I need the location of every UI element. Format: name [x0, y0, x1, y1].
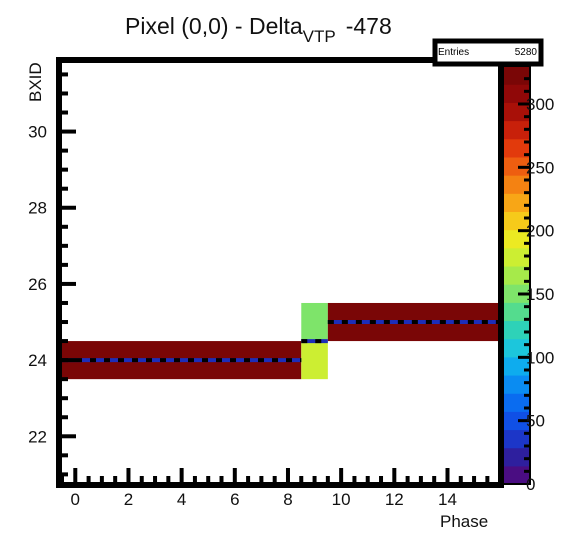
- y-tick-label: 30: [28, 123, 47, 142]
- palette-swatch-1: [503, 447, 530, 467]
- palette-tick-label: 100: [526, 348, 554, 367]
- y-tick-label: 24: [28, 351, 47, 370]
- palette-swatch-6: [503, 356, 530, 376]
- palette-swatch-12: [503, 247, 530, 267]
- palette-swatch-5: [503, 374, 530, 394]
- palette-axis: 0 50 100 150 200 250 300: [518, 77, 554, 494]
- palette-swatch-18: [503, 138, 530, 158]
- palette-tick-label: 250: [526, 158, 554, 177]
- palette-swatch-21: [503, 84, 530, 103]
- palette-frame: [502, 65, 531, 485]
- palette-swatch-4: [503, 393, 530, 412]
- x-axis: 0 2 4 6 8 10 12 14: [60, 468, 490, 509]
- palette-tick-label: 50: [526, 412, 545, 431]
- palette-swatch-22: [503, 66, 530, 85]
- heatmap-cell-2: [301, 302, 328, 342]
- y-tick-label: 22: [28, 427, 47, 446]
- stats-entries-label: Entries: [438, 47, 469, 58]
- y-axis-label: BXID: [26, 62, 45, 102]
- palette-swatch-16: [503, 175, 530, 194]
- plot-frame: [56, 57, 504, 488]
- y-tick-label: 28: [28, 199, 47, 218]
- palette-swatch-20: [503, 102, 530, 122]
- palette-swatch-2: [503, 429, 530, 449]
- palette-swatch-15: [503, 193, 530, 212]
- heatmap-cell-1: [301, 341, 328, 380]
- x-tick-label: 12: [385, 490, 404, 509]
- palette-swatch-9: [503, 302, 530, 322]
- profile-line: [62, 320, 498, 363]
- palette-swatch-14: [503, 211, 530, 231]
- y-axis: 22 24 26 28 30: [28, 72, 76, 477]
- chart-title-subscript: VTP: [303, 27, 336, 46]
- x-tick-label: 2: [124, 490, 133, 509]
- x-tick-label: 4: [177, 490, 186, 509]
- palette-tick-label: 300: [526, 95, 554, 114]
- chart-title-main: Pixel (0,0) - Delta: [125, 13, 303, 39]
- x-tick-label: 8: [283, 490, 292, 509]
- palette-swatch-10: [503, 284, 530, 303]
- chart-title: Pixel (0,0) - DeltaVTP -478: [125, 13, 392, 46]
- palette-swatch-3: [503, 411, 530, 431]
- palette-tick-label: 0: [526, 475, 535, 494]
- palette-swatch-8: [503, 320, 530, 340]
- x-tick-label: 0: [71, 490, 80, 509]
- palette-tick-label: 150: [526, 285, 554, 304]
- palette-swatch-7: [503, 338, 530, 358]
- x-tick-label: 6: [230, 490, 239, 509]
- x-tick-label: 14: [438, 490, 457, 509]
- palette-swatch-17: [503, 156, 530, 176]
- palette-swatch-19: [503, 120, 530, 140]
- palette-swatch-0: [503, 465, 530, 485]
- stats-box: Entries 5280: [432, 38, 544, 67]
- x-tick-label: 10: [332, 490, 351, 509]
- palette-swatch-11: [503, 265, 530, 285]
- heatmap-cells: [62, 302, 498, 380]
- x-axis-label: Phase: [440, 512, 488, 531]
- palette-swatch-13: [503, 229, 530, 249]
- y-tick-label: 26: [28, 275, 47, 294]
- palette-tick-label: 200: [526, 222, 554, 241]
- color-palette: [502, 65, 531, 485]
- stats-entries-value: 5280: [515, 47, 538, 58]
- chart-title-suffix: -478: [346, 13, 392, 39]
